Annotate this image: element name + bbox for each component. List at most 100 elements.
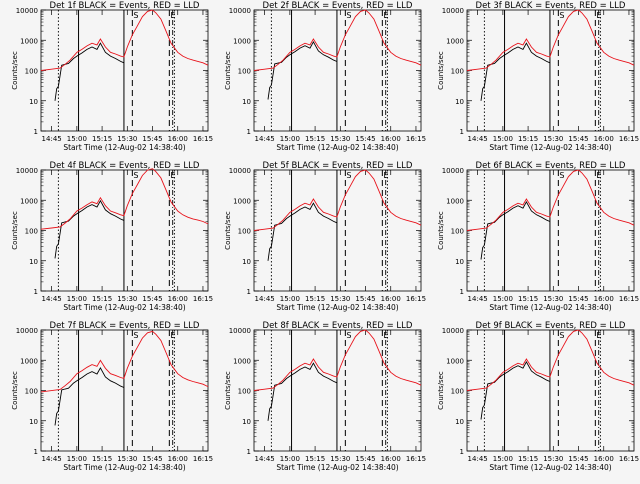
x-tick-label: 15:00 — [67, 295, 87, 303]
x-tick-label: 15:30 — [117, 455, 137, 463]
x-tick-label: 15:00 — [493, 455, 513, 463]
series-events-line — [267, 202, 338, 261]
marker-end-label: E — [383, 171, 388, 180]
x-tick-label: 14:45 — [468, 455, 488, 463]
x-tick-label: 16:00 — [381, 455, 401, 463]
y-tick-label: 10 — [29, 98, 38, 106]
x-tick-label: 15:15 — [92, 455, 112, 463]
x-tick-label: 15:00 — [67, 135, 87, 143]
x-axis-label: Start Time (12-Aug-02 14:38:40) — [63, 463, 185, 472]
marker-end-label: E — [383, 11, 388, 20]
x-tick-label: 16:00 — [381, 135, 401, 143]
y-tick-label: 100 — [451, 228, 464, 236]
marker-start-label: S — [559, 331, 564, 340]
x-axis-label: Start Time (12-Aug-02 14:38:40) — [63, 143, 185, 152]
x-tick-label: 16:15 — [619, 135, 639, 143]
x-tick-label: 16:15 — [406, 135, 426, 143]
marker-end-label: E — [170, 171, 175, 180]
x-tick-label: 16:15 — [619, 295, 639, 303]
marker-end-label: E — [170, 331, 175, 340]
panel-title: Det 3f BLACK = Events, RED = LLD — [476, 1, 626, 11]
y-tick-label: 1000 — [446, 357, 464, 365]
x-axis-label: Start Time (12-Aug-02 14:38:40) — [489, 463, 611, 472]
x-tick-label: 16:00 — [381, 295, 401, 303]
y-tick-label: 100 — [25, 228, 38, 236]
marker-start-label: S — [346, 331, 351, 340]
series-lld-line — [466, 329, 635, 391]
x-tick-label: 14:45 — [468, 295, 488, 303]
panel-title: Det 1f BLACK = Events, RED = LLD — [50, 1, 200, 11]
marker-start-label: S — [346, 11, 351, 20]
marker-end-label: E — [383, 331, 388, 340]
y-tick-label: 10 — [455, 258, 464, 266]
y-axis-label: Counts/sec — [437, 51, 445, 90]
marker-start-label: S — [559, 171, 564, 180]
series-lld-line — [253, 9, 422, 71]
panel-frame — [40, 9, 209, 132]
x-tick-label: 15:30 — [117, 295, 137, 303]
y-tick-label: 10000 — [442, 167, 464, 175]
marker-end-label: E — [596, 171, 601, 180]
x-tick-label: 15:00 — [280, 135, 300, 143]
y-tick-label: 10000 — [16, 7, 38, 15]
panel-frame — [466, 169, 635, 292]
x-tick-label: 16:15 — [619, 455, 639, 463]
x-tick-label: 15:30 — [330, 295, 350, 303]
panel-frame — [466, 9, 635, 132]
panel-title: Det 9f BLACK = Events, RED = LLD — [476, 321, 626, 331]
x-tick-label: 16:15 — [406, 295, 426, 303]
panel-frame — [253, 169, 422, 292]
marker-start-label: S — [133, 331, 138, 340]
x-tick-label: 16:00 — [594, 135, 614, 143]
marker-start-label: S — [559, 11, 564, 20]
marker-end-label: E — [170, 11, 175, 20]
x-tick-label: 15:45 — [355, 295, 375, 303]
x-axis-label: Start Time (12-Aug-02 14:38:40) — [276, 463, 398, 472]
x-axis-label: Start Time (12-Aug-02 14:38:40) — [489, 143, 611, 152]
panel-frame — [466, 329, 635, 452]
y-tick-label: 1 — [460, 288, 464, 296]
y-axis-label: Counts/sec — [224, 371, 232, 410]
y-tick-label: 10000 — [442, 327, 464, 335]
x-tick-label: 14:45 — [42, 455, 62, 463]
x-tick-label: 16:15 — [193, 135, 213, 143]
panel-frame — [253, 9, 422, 132]
x-tick-label: 15:30 — [543, 135, 563, 143]
y-tick-label: 10000 — [229, 7, 251, 15]
y-tick-label: 1 — [34, 128, 38, 136]
series-lld-line — [40, 9, 209, 71]
series-events-line — [54, 199, 125, 259]
y-tick-label: 1000 — [233, 37, 251, 45]
x-tick-label: 16:00 — [168, 135, 188, 143]
panel-frame — [40, 169, 209, 292]
x-axis-label: Start Time (12-Aug-02 14:38:40) — [63, 303, 185, 312]
x-tick-label: 15:00 — [280, 455, 300, 463]
x-tick-label: 14:45 — [468, 135, 488, 143]
y-tick-label: 100 — [451, 68, 464, 76]
y-tick-label: 1 — [247, 128, 251, 136]
y-axis-label: Counts/sec — [11, 371, 19, 410]
y-tick-label: 1 — [34, 448, 38, 456]
series-lld-line — [40, 168, 209, 230]
series-lld-line — [40, 330, 209, 393]
x-tick-label: 15:15 — [518, 455, 538, 463]
x-tick-label: 15:45 — [568, 455, 588, 463]
x-tick-label: 15:45 — [142, 455, 162, 463]
panel-title: Det 5f BLACK = Events, RED = LLD — [263, 161, 413, 171]
y-tick-label: 10 — [242, 258, 251, 266]
y-tick-label: 10000 — [229, 327, 251, 335]
series-lld-line — [466, 169, 635, 231]
x-tick-label: 15:00 — [493, 135, 513, 143]
series-lld-line — [253, 169, 422, 231]
y-tick-label: 1000 — [446, 37, 464, 45]
y-axis-label: Counts/sec — [224, 51, 232, 90]
y-tick-label: 100 — [238, 68, 251, 76]
x-tick-label: 15:30 — [330, 455, 350, 463]
x-axis-label: Start Time (12-Aug-02 14:38:40) — [276, 143, 398, 152]
x-tick-label: 14:45 — [42, 295, 62, 303]
x-tick-label: 15:15 — [92, 135, 112, 143]
panel-title: Det 2f BLACK = Events, RED = LLD — [263, 1, 413, 11]
marker-start-label: S — [133, 171, 138, 180]
y-tick-label: 10000 — [442, 7, 464, 15]
y-tick-label: 1 — [34, 288, 38, 296]
